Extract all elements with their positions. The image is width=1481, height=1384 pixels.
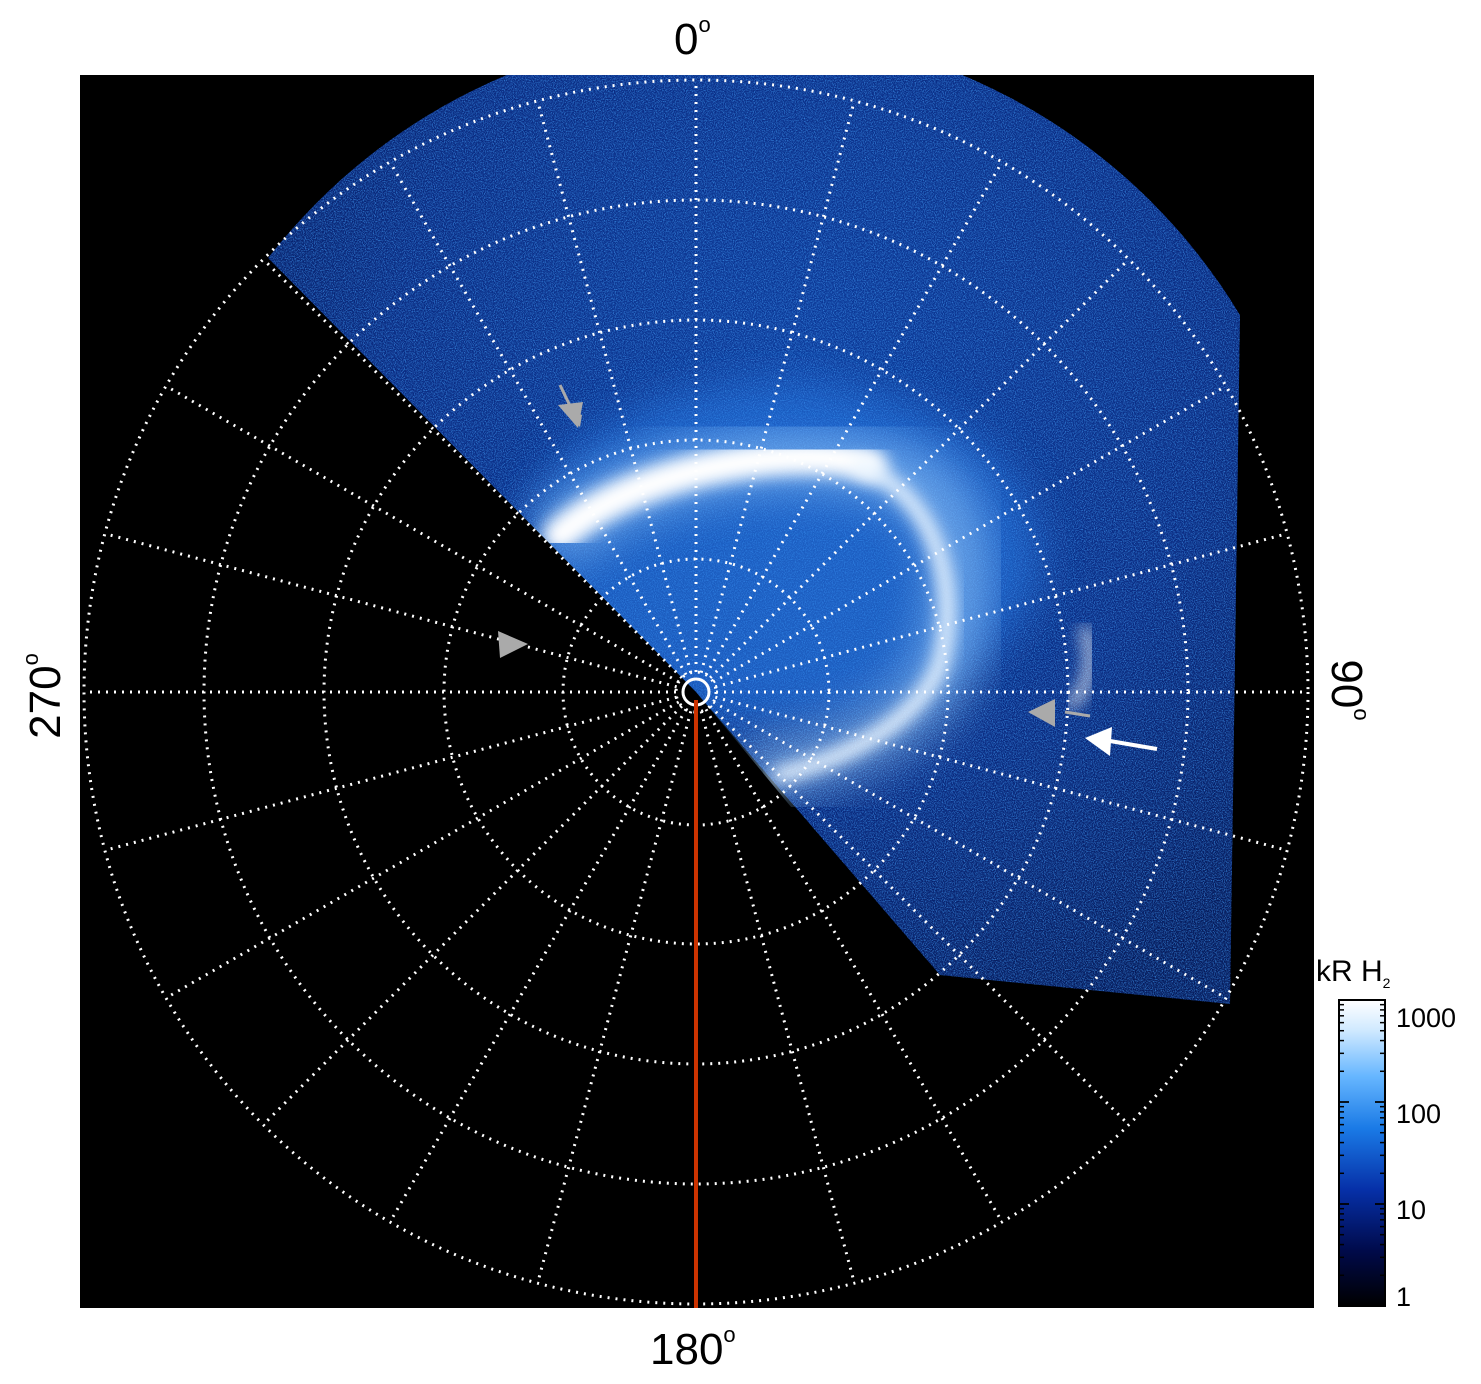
meridian-105 xyxy=(714,695,1288,852)
meridian-15 xyxy=(699,100,856,674)
meridian-45 xyxy=(709,258,1130,679)
meridian-330 xyxy=(388,161,688,676)
meridian-345 xyxy=(536,100,693,674)
label-270-degrees: 270o xyxy=(18,653,70,739)
meridian-300 xyxy=(165,384,680,684)
colorbar-tick-marks xyxy=(1339,999,1385,1307)
observed-region xyxy=(268,75,1240,1005)
label-180-degrees: 180o xyxy=(650,1322,736,1374)
meridian-195 xyxy=(536,710,693,1284)
meridian-lines xyxy=(84,80,1308,1304)
meridian-225 xyxy=(262,705,683,1126)
colorbar-tick-1000: 1000 xyxy=(1396,1003,1457,1033)
colorbar-tick-100: 100 xyxy=(1396,1099,1442,1129)
label-90-degrees: 90o xyxy=(1322,659,1374,721)
arrow-gray-1 xyxy=(558,384,583,428)
meridian-210 xyxy=(388,708,688,1223)
meridian-75 xyxy=(714,532,1288,689)
meridian-60 xyxy=(712,384,1227,684)
meridian-150 xyxy=(704,708,1004,1223)
meridian-30 xyxy=(704,161,1004,676)
arrow-gray-3 xyxy=(1028,699,1091,727)
meridian-315 xyxy=(262,258,683,679)
arrow-white xyxy=(1085,727,1158,756)
meridian-135 xyxy=(709,705,1130,1126)
meridian-165 xyxy=(699,710,856,1284)
label-0-degrees: 0o xyxy=(674,12,711,64)
meridian-120 xyxy=(712,700,1227,1000)
colorbar-tick-10: 10 xyxy=(1396,1195,1427,1225)
meridian-285 xyxy=(104,532,678,689)
colorbar xyxy=(1338,999,1386,1307)
meridian-240 xyxy=(165,700,680,1000)
meridian-255 xyxy=(104,695,678,852)
colorbar-tick-1: 1 xyxy=(1396,1282,1412,1312)
polar-aurora-image xyxy=(80,75,1314,1308)
colorbar-gradient xyxy=(1338,999,1386,1307)
arrow-gray-2 xyxy=(498,631,528,658)
colorbar-title: kR H2 xyxy=(1316,955,1391,991)
